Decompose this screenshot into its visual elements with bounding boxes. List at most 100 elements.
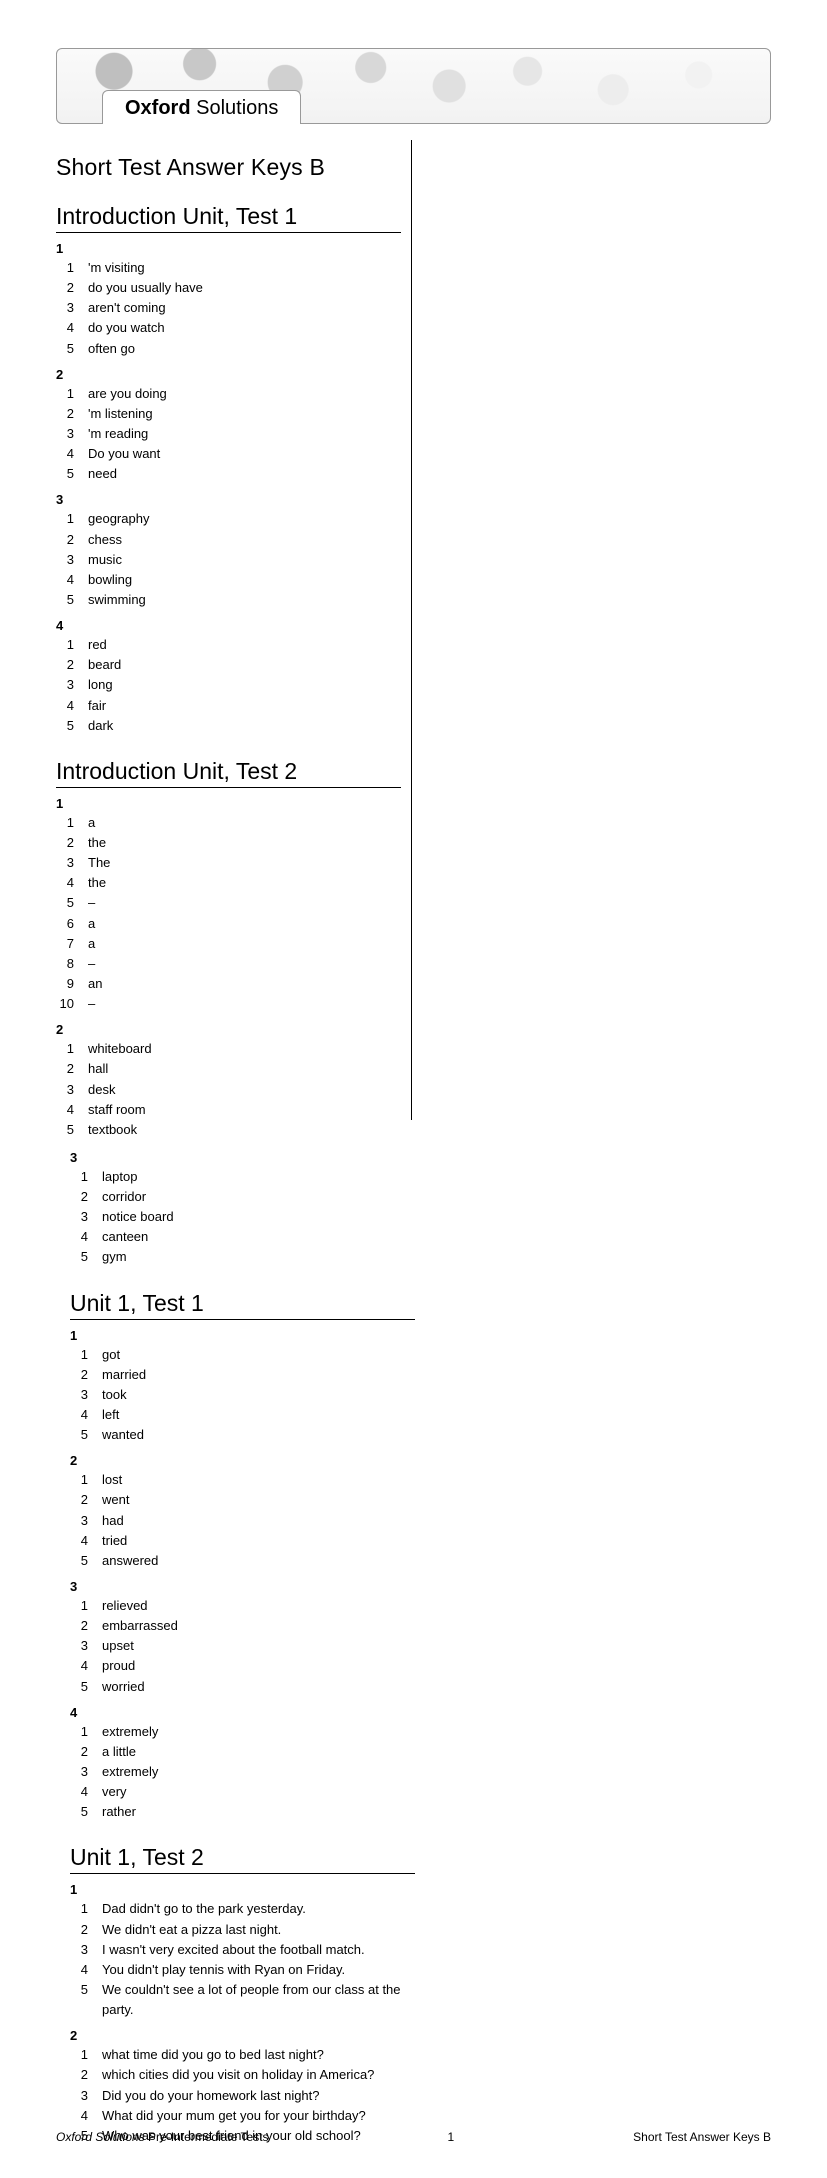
item-number: 1 — [70, 1899, 102, 1919]
item-number: 4 — [56, 1100, 88, 1120]
list-item: 1'm visiting — [56, 258, 401, 278]
list-item: 3I wasn't very excited about the footbal… — [70, 1940, 415, 1960]
list-item: 4very — [70, 1782, 415, 1802]
item-number: 1 — [56, 509, 88, 529]
group-number: 3 — [70, 1579, 415, 1594]
answer-list: 1'm visiting2do you usually have3aren't … — [56, 258, 401, 359]
footer-right: Short Test Answer Keys B — [633, 2130, 771, 2144]
list-item: 4the — [56, 873, 401, 893]
list-item: 4fair — [56, 696, 401, 716]
item-text: gym — [102, 1247, 415, 1267]
list-item: 2corridor — [70, 1187, 415, 1207]
column-left: Short Test Answer Keys BIntroduction Uni… — [56, 140, 401, 1142]
item-text: beard — [88, 655, 401, 675]
list-item: 4canteen — [70, 1227, 415, 1247]
item-number: 2 — [70, 1187, 102, 1207]
list-item: 3upset — [70, 1636, 415, 1656]
list-item: 2We didn't eat a pizza last night. — [70, 1920, 415, 1940]
item-number: 3 — [56, 675, 88, 695]
item-number: 5 — [56, 893, 88, 913]
item-text: the — [88, 873, 401, 893]
item-number: 1 — [56, 813, 88, 833]
item-number: 8 — [56, 954, 88, 974]
item-text: 'm listening — [88, 404, 401, 424]
list-item: 4proud — [70, 1656, 415, 1676]
item-number: 9 — [56, 974, 88, 994]
item-text: staff room — [88, 1100, 401, 1120]
item-number: 4 — [56, 873, 88, 893]
list-item: 5textbook — [56, 1120, 401, 1140]
item-text: left — [102, 1405, 415, 1425]
item-number: 1 — [70, 1596, 102, 1616]
columns-container: Short Test Answer Keys B Introduction Uni… — [56, 140, 771, 2148]
item-number: 3 — [56, 298, 88, 318]
item-number: 3 — [70, 2086, 102, 2106]
item-text: – — [88, 994, 401, 1014]
list-item: 5often go — [56, 339, 401, 359]
item-number: 7 — [56, 934, 88, 954]
page: Oxford Solutions Short Test Answer Keys … — [0, 0, 827, 2178]
item-text: need — [88, 464, 401, 484]
list-item: 1what time did you go to bed last night? — [70, 2045, 415, 2065]
item-text: music — [88, 550, 401, 570]
group-number: 1 — [56, 796, 401, 811]
list-item: 3'm reading — [56, 424, 401, 444]
item-number: 5 — [70, 1980, 102, 2000]
item-number: 4 — [70, 1531, 102, 1551]
item-text: – — [88, 954, 401, 974]
item-text: answered — [102, 1551, 415, 1571]
list-item: 1red — [56, 635, 401, 655]
answer-list: 1laptop2corridor3notice board4canteen5gy… — [70, 1167, 415, 1268]
list-item: 3The — [56, 853, 401, 873]
item-number: 4 — [56, 696, 88, 716]
page-footer: Oxford Solutions Pre-Intermediate Tests … — [56, 2130, 771, 2144]
item-number: 4 — [70, 1960, 102, 1980]
list-item: 3had — [70, 1511, 415, 1531]
answer-list: 1red2beard3long4fair5dark — [56, 635, 401, 736]
list-item: 3music — [56, 550, 401, 570]
list-item: 8– — [56, 954, 401, 974]
list-item: 5wanted — [70, 1425, 415, 1445]
list-item: 4tried — [70, 1531, 415, 1551]
item-text: Dad didn't go to the park yesterday. — [102, 1899, 415, 1919]
item-text: red — [88, 635, 401, 655]
list-item: 1are you doing — [56, 384, 401, 404]
item-text: bowling — [88, 570, 401, 590]
list-item: 3aren't coming — [56, 298, 401, 318]
group-number: 2 — [70, 1453, 415, 1468]
item-number: 4 — [70, 1227, 102, 1247]
item-text: worried — [102, 1677, 415, 1697]
brand-light: Solutions — [191, 97, 279, 119]
answer-list: 1a2the3The4the5–6a7a8–9an10– — [56, 813, 401, 1014]
list-item: 3desk — [56, 1080, 401, 1100]
list-item: 1Dad didn't go to the park yesterday. — [70, 1899, 415, 1919]
item-number: 5 — [70, 1677, 102, 1697]
list-item: 5swimming — [56, 590, 401, 610]
item-number: 2 — [70, 1490, 102, 1510]
list-item: 2embarrassed — [70, 1616, 415, 1636]
list-item: 2hall — [56, 1059, 401, 1079]
item-text: had — [102, 1511, 415, 1531]
item-text: embarrassed — [102, 1616, 415, 1636]
item-number: 1 — [70, 1167, 102, 1187]
answer-list: 1lost2went3had4tried5answered — [70, 1470, 415, 1571]
item-text: extremely — [102, 1722, 415, 1742]
item-text: laptop — [102, 1167, 415, 1187]
footer-left-rest: Pre-Intermediate Tests — [145, 2130, 269, 2144]
item-text: Did you do your homework last night? — [102, 2086, 415, 2106]
item-number: 2 — [70, 1365, 102, 1385]
item-number: 2 — [70, 1616, 102, 1636]
list-item: 2the — [56, 833, 401, 853]
item-number: 10 — [56, 994, 88, 1014]
item-text: chess — [88, 530, 401, 550]
item-number: 1 — [70, 2045, 102, 2065]
section-title: Introduction Unit, Test 2 — [56, 758, 401, 788]
list-item: 10– — [56, 994, 401, 1014]
list-item: 2'm listening — [56, 404, 401, 424]
list-item: 4Do you want — [56, 444, 401, 464]
item-text: long — [88, 675, 401, 695]
item-text: extremely — [102, 1762, 415, 1782]
answer-list: 1are you doing2'm listening3'm reading4D… — [56, 384, 401, 485]
item-text: do you usually have — [88, 278, 401, 298]
item-number: 2 — [56, 530, 88, 550]
